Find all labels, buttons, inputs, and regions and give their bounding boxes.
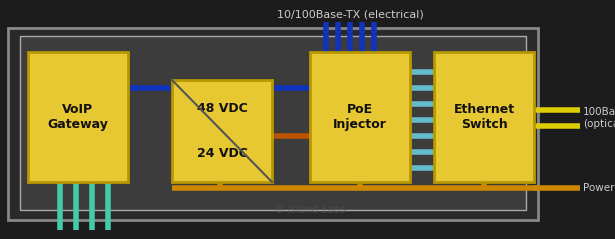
- Text: VoIP
Gateway: VoIP Gateway: [47, 103, 108, 131]
- Text: 100Base-FX
(optical): 100Base-FX (optical): [583, 107, 615, 129]
- Bar: [28, 52, 128, 182]
- Text: © Island Labs: © Island Labs: [274, 205, 346, 215]
- Text: 10/100Base-TX (electrical): 10/100Base-TX (electrical): [277, 9, 423, 19]
- Text: Ethernet
Switch: Ethernet Switch: [453, 103, 515, 131]
- Bar: [310, 52, 410, 182]
- Text: 48 VDC


24 VDC: 48 VDC 24 VDC: [197, 102, 247, 160]
- Bar: [434, 52, 534, 182]
- Bar: [172, 80, 272, 182]
- Text: Power Input: Power Input: [583, 183, 615, 193]
- Bar: [20, 36, 526, 210]
- Text: PoE
Injector: PoE Injector: [333, 103, 387, 131]
- Bar: [8, 28, 538, 220]
